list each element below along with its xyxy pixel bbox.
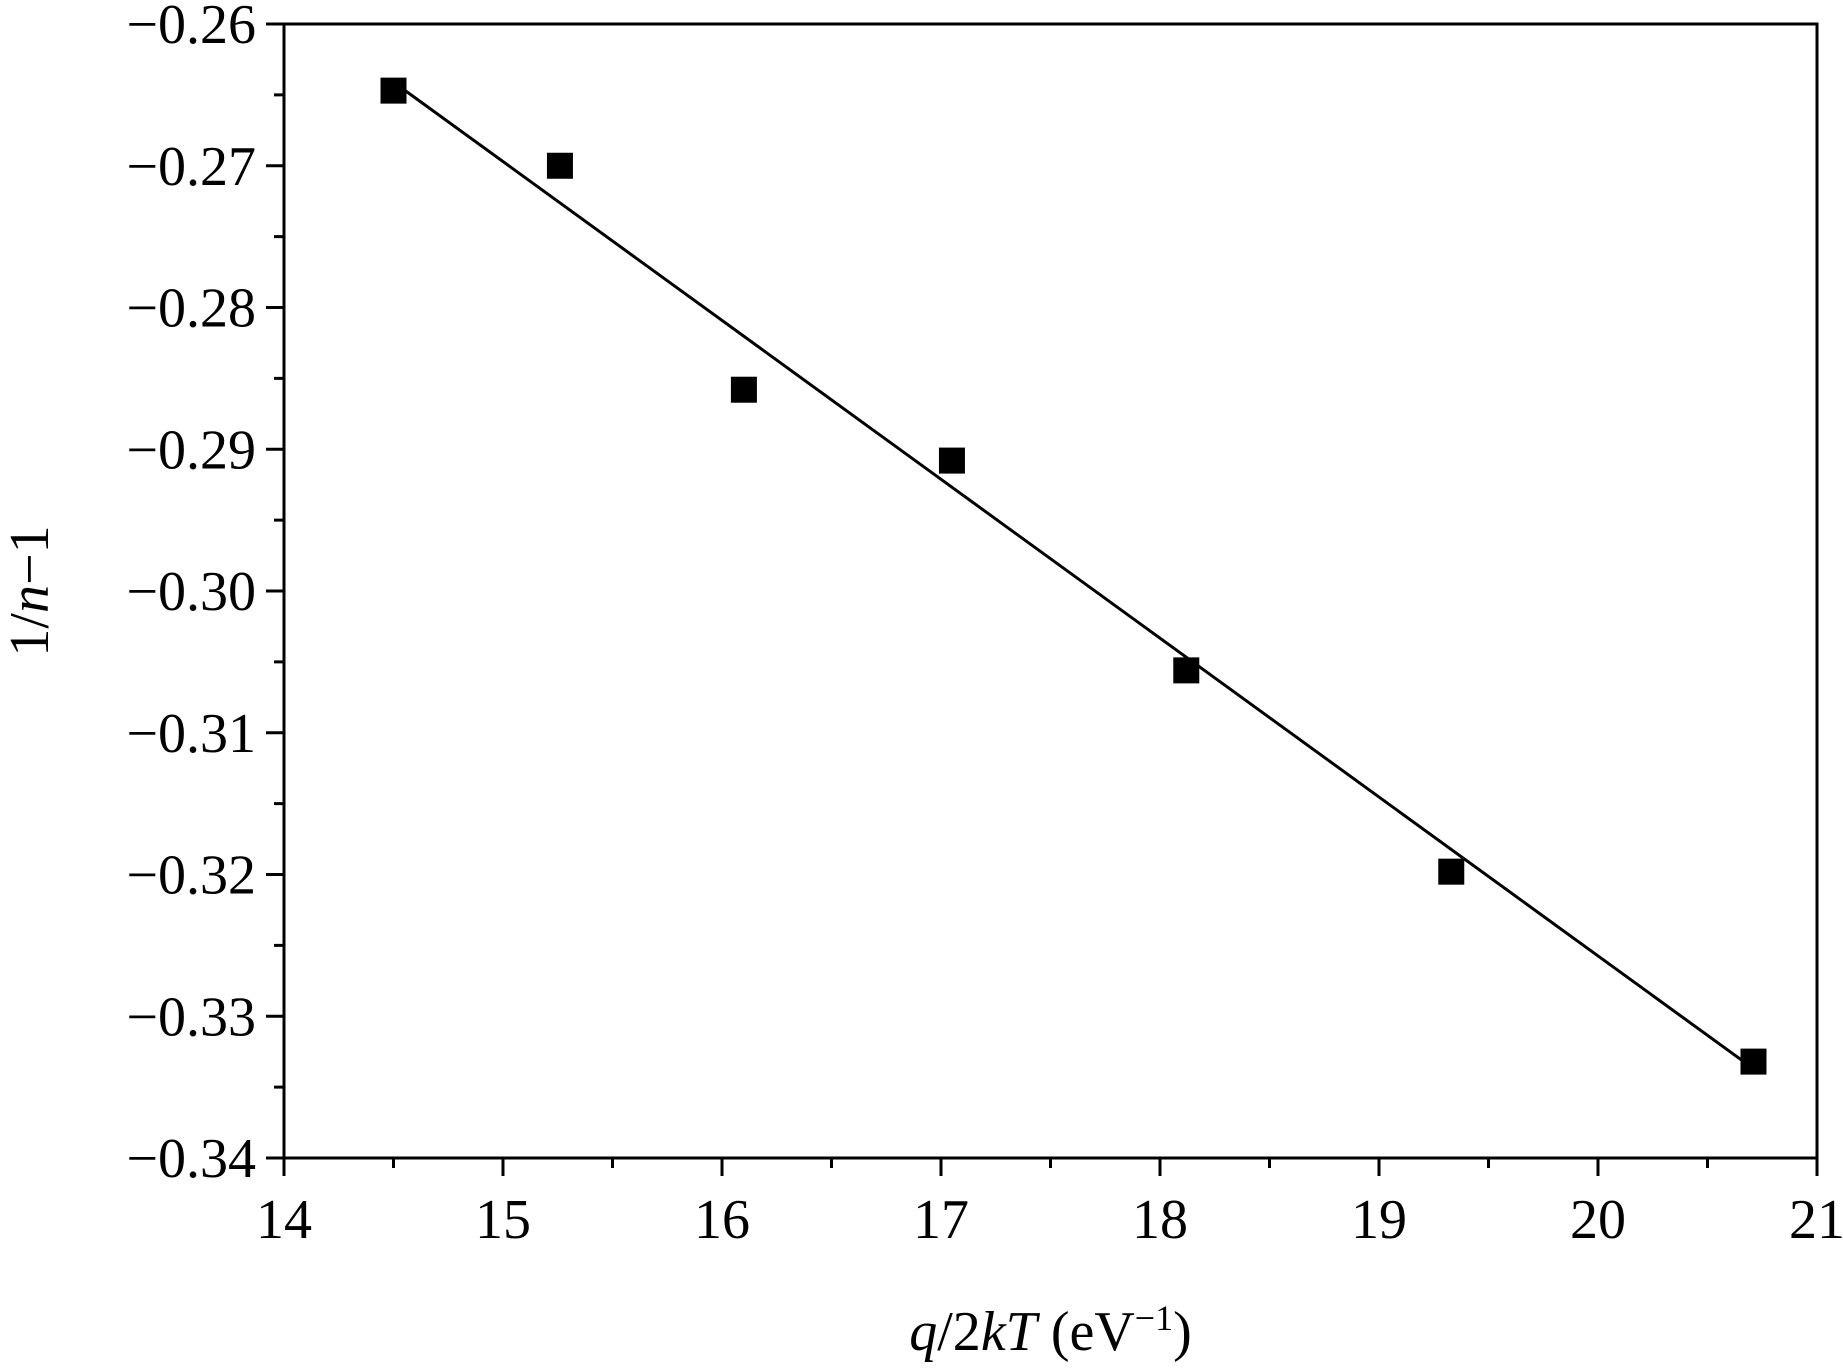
- tick-labels: 14 15 16 17 18 19 20 21 −0.26 −0.27 −0.28 −0.29 −0.3…: [126, 0, 1843, 1251]
- y-tick-label: −0.31: [126, 703, 256, 765]
- y-tick-label: −0.32: [126, 845, 256, 907]
- axis-label-part: −1: [0, 525, 61, 585]
- data-point: [730, 376, 757, 403]
- x-tick-label: 15: [475, 1189, 531, 1251]
- plot-frame: [282, 22, 1819, 1160]
- axis-label-part: ): [1173, 1301, 1192, 1363]
- y-tick-label: −0.26: [126, 0, 256, 56]
- plot-area: [282, 22, 1819, 1160]
- fit-line: [392, 80, 1755, 1070]
- axis-label-italic-part: kT: [981, 1301, 1041, 1363]
- x-tick-label: 20: [1570, 1189, 1626, 1251]
- axis-ticks: [266, 22, 1819, 1176]
- axis-label-part: /2: [937, 1301, 981, 1363]
- data-point: [380, 77, 407, 104]
- y-tick-label: −0.27: [126, 136, 256, 198]
- x-tick-label: 19: [1351, 1189, 1407, 1251]
- x-tick-label: 17: [913, 1189, 969, 1251]
- x-tick-label: 18: [1132, 1189, 1188, 1251]
- axis-label-part: 1/: [0, 613, 61, 657]
- x-tick-label: 16: [694, 1189, 750, 1251]
- data-point: [1173, 657, 1200, 684]
- y-tick-label: −0.28: [126, 278, 256, 340]
- data-point: [1438, 858, 1465, 885]
- axis-label-part: (eV: [1037, 1301, 1135, 1363]
- y-tick-label: −0.30: [126, 561, 256, 623]
- axis-label-italic-part: q: [909, 1301, 937, 1363]
- axis-label-italic-part: n: [0, 585, 61, 613]
- data-point: [1740, 1048, 1767, 1075]
- y-tick-label: −0.34: [126, 1128, 256, 1190]
- y-axis-label: 1/n−1: [0, 525, 61, 656]
- x-axis-label: q/2kT (eV−1): [909, 1298, 1191, 1363]
- x-tick-label: 14: [256, 1189, 312, 1251]
- x-tick-label: 21: [1789, 1189, 1843, 1251]
- y-tick-label: −0.33: [126, 986, 256, 1048]
- y-tick-label: −0.29: [126, 419, 256, 481]
- data-point: [938, 447, 965, 474]
- data-point: [546, 152, 573, 179]
- axis-label-superscript: −1: [1135, 1298, 1173, 1338]
